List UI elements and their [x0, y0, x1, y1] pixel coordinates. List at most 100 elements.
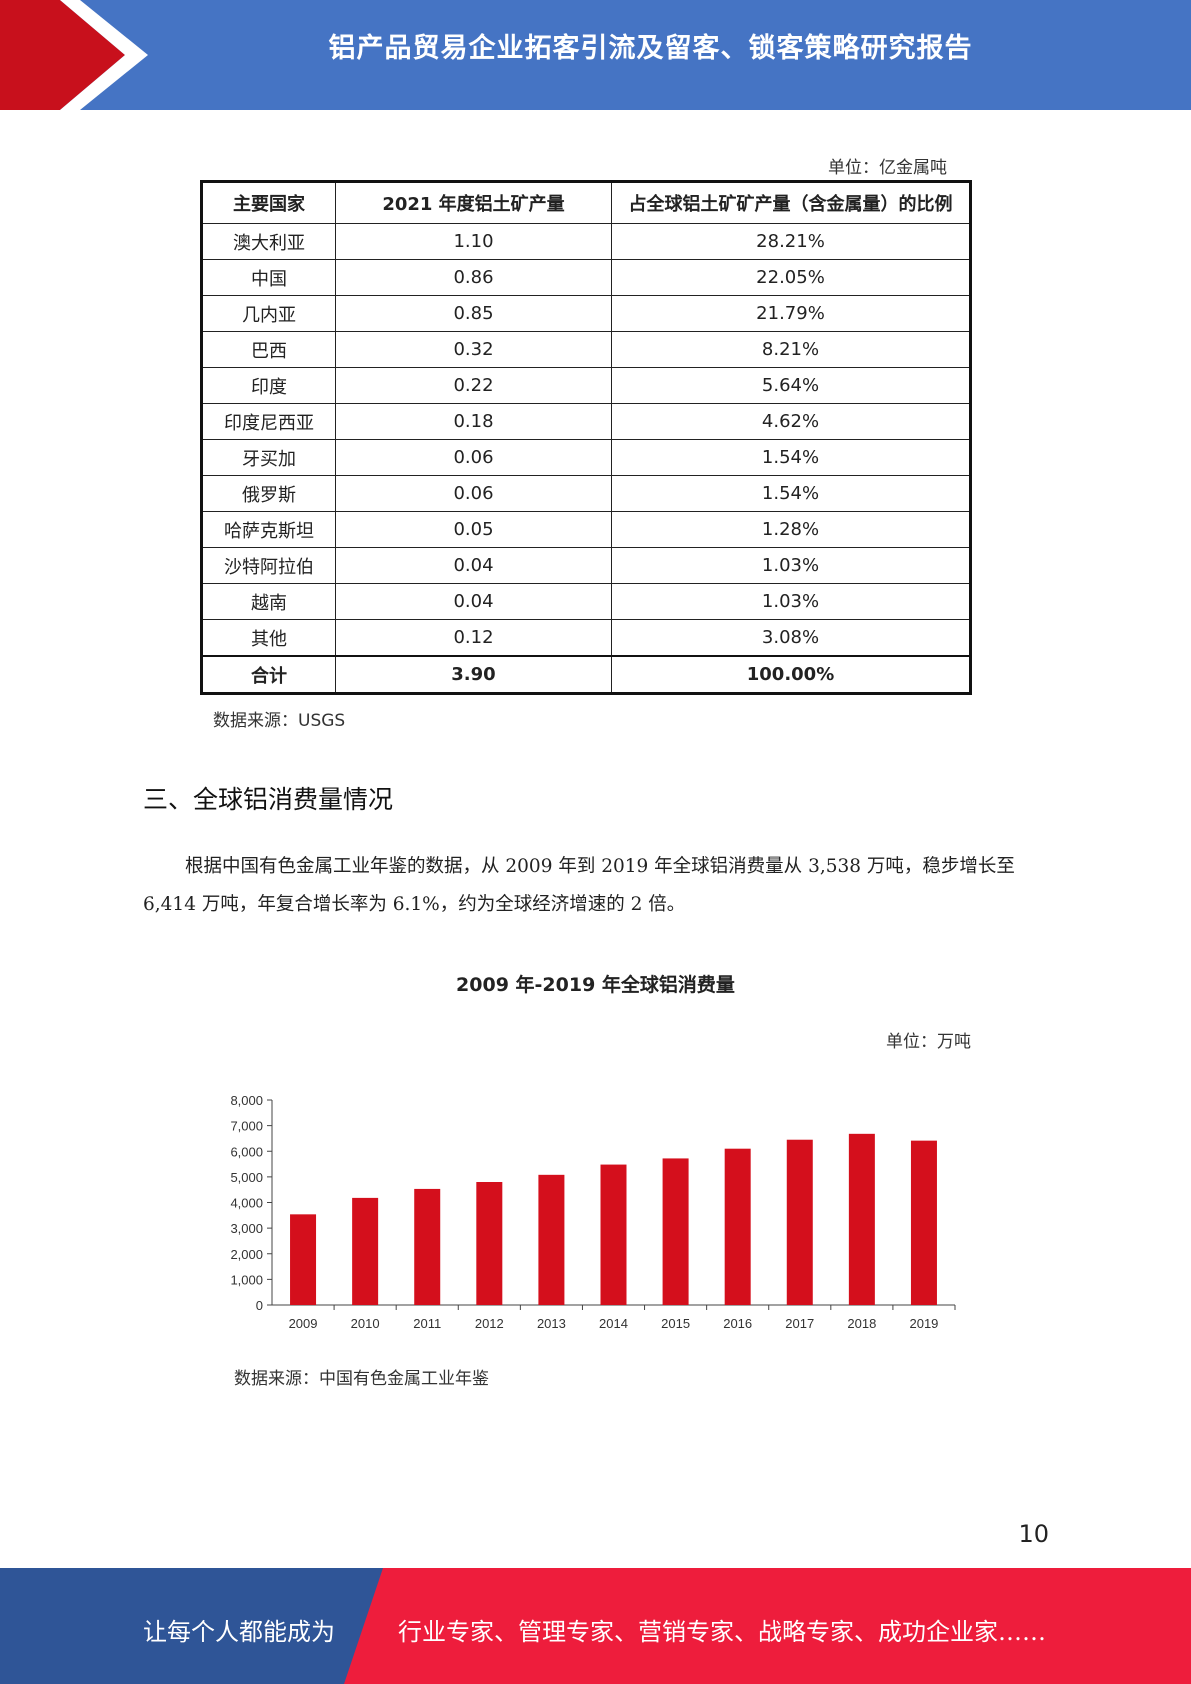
x-tick-label: 2012 — [475, 1316, 504, 1331]
output-cell: 0.06 — [335, 475, 612, 512]
output-cell: 1.10 — [335, 223, 612, 260]
bar — [600, 1164, 627, 1305]
chart-source: 数据来源：中国有色金属工业年鉴 — [234, 1369, 489, 1389]
x-tick-label: 2017 — [785, 1316, 814, 1331]
share-cell: 8.21% — [611, 331, 971, 368]
share-cell: 1.54% — [611, 439, 971, 476]
bar — [352, 1197, 379, 1305]
bar — [848, 1133, 875, 1305]
country-cell: 越南 — [201, 583, 336, 620]
table-total-row: 合计 3.90 100.00% — [201, 655, 971, 694]
table-row: 几内亚 0.85 21.79% — [201, 295, 971, 332]
page-footer: 让每个人都能成为 行业专家、管理专家、营销专家、战略专家、成功企业家…… — [0, 1568, 1191, 1684]
x-tick-label: 2011 — [413, 1316, 441, 1331]
country-cell: 几内亚 — [201, 295, 336, 332]
page-number: 10 — [1018, 1520, 1049, 1548]
table-body: 澳大利亚 1.10 28.21% 中国 0.86 22.05% 几内亚 0.85 21.79% 巴… — [201, 223, 971, 694]
bar — [910, 1140, 937, 1305]
output-cell: 0.18 — [335, 403, 612, 440]
footer-slogan-right: 行业专家、管理专家、营销专家、战略专家、成功企业家…… — [398, 1618, 1046, 1646]
output-cell: 0.32 — [335, 331, 612, 368]
y-tick-label: 8,000 — [230, 1093, 263, 1108]
table-unit: 单位：亿金属吨 — [828, 158, 947, 178]
share-cell: 100.00% — [611, 655, 971, 694]
x-tick-label: 2010 — [351, 1316, 380, 1331]
y-tick-label: 4,000 — [230, 1196, 263, 1211]
country-cell: 沙特阿拉伯 — [201, 547, 336, 584]
share-cell: 1.03% — [611, 547, 971, 584]
y-tick-label: 2,000 — [230, 1247, 263, 1262]
consumption-bar-chart: 0 1,000 2,000 3,000 4,000 5,000 6,000 7,000 8,00… — [230, 1093, 956, 1331]
table-row: 哈萨克斯坦 0.05 1.28% — [201, 511, 971, 548]
table-row: 印度 0.22 5.64% — [201, 367, 971, 404]
table-row: 沙特阿拉伯 0.04 1.03% — [201, 547, 971, 584]
share-cell: 22.05% — [611, 259, 971, 296]
section-title: 三、全球铝消费量情况 — [143, 785, 394, 814]
output-cell: 0.12 — [335, 619, 612, 657]
share-cell: 5.64% — [611, 367, 971, 404]
bar — [414, 1188, 441, 1305]
bar — [290, 1214, 317, 1305]
x-tick-label: 2009 — [289, 1316, 318, 1331]
y-tick-label: 6,000 — [230, 1144, 263, 1159]
column-header-country: 主要国家 — [201, 181, 336, 224]
x-tick-label: 2015 — [661, 1316, 690, 1331]
page-header: 铝产品贸易企业拓客引流及留客、锁客策略研究报告 — [0, 0, 1191, 110]
chart-unit: 单位：万吨 — [886, 1032, 971, 1052]
country-cell: 澳大利亚 — [201, 223, 336, 260]
output-cell: 0.05 — [335, 511, 612, 548]
country-cell: 牙买加 — [201, 439, 336, 476]
table-source: 数据来源：USGS — [213, 711, 346, 731]
table-header-row: 主要国家 2021 年度铝土矿产量 占全球铝土矿矿产量（含金属量）的比例 — [201, 181, 971, 224]
country-cell: 印度尼西亚 — [201, 403, 336, 440]
footer-background — [0, 1568, 1191, 1684]
footer-slogan-left: 让每个人都能成为 — [143, 1618, 335, 1646]
share-cell: 21.79% — [611, 295, 971, 332]
share-cell: 28.21% — [611, 223, 971, 260]
output-cell: 0.22 — [335, 367, 612, 404]
bar — [476, 1182, 503, 1305]
y-tick-label: 5,000 — [230, 1170, 263, 1185]
header-arrow-graphic — [0, 0, 148, 110]
output-cell: 3.90 — [335, 655, 612, 694]
bar — [724, 1148, 751, 1305]
bauxite-table: 主要国家 2021 年度铝土矿产量 占全球铝土矿矿产量（含金属量）的比例 澳大利… — [200, 180, 972, 695]
table-row: 牙买加 0.06 1.54% — [201, 439, 971, 476]
share-cell: 1.54% — [611, 475, 971, 512]
column-header-share: 占全球铝土矿矿产量（含金属量）的比例 — [611, 181, 971, 224]
output-cell: 0.04 — [335, 583, 612, 620]
x-tick-label: 2018 — [847, 1316, 876, 1331]
bar — [538, 1174, 565, 1305]
bar — [786, 1139, 813, 1305]
y-tick-label: 0 — [256, 1298, 263, 1313]
y-tick-label: 3,000 — [230, 1221, 263, 1236]
output-cell: 0.04 — [335, 547, 612, 584]
x-tick-label: 2016 — [723, 1316, 752, 1331]
table-row: 越南 0.04 1.03% — [201, 583, 971, 620]
country-cell: 其他 — [201, 619, 336, 657]
bar — [662, 1158, 689, 1305]
share-cell: 1.28% — [611, 511, 971, 548]
table-row: 中国 0.86 22.05% — [201, 259, 971, 296]
country-cell: 巴西 — [201, 331, 336, 368]
output-cell: 0.86 — [335, 259, 612, 296]
section-paragraph: 根据中国有色金属工业年鉴的数据，从 2009 年到 2019 年全球铝消费量从 … — [143, 856, 1015, 915]
share-cell: 1.03% — [611, 583, 971, 620]
y-tick-label: 1,000 — [230, 1272, 263, 1287]
country-cell: 俄罗斯 — [201, 475, 336, 512]
output-cell: 0.06 — [335, 439, 612, 476]
column-header-output: 2021 年度铝土矿产量 — [335, 181, 612, 224]
country-cell: 哈萨克斯坦 — [201, 511, 336, 548]
country-cell: 中国 — [201, 259, 336, 296]
y-tick-label: 7,000 — [230, 1119, 263, 1134]
table-row: 其他 0.12 3.08% — [201, 619, 971, 657]
share-cell: 4.62% — [611, 403, 971, 440]
country-cell: 合计 — [201, 655, 336, 694]
x-tick-label: 2014 — [599, 1316, 628, 1331]
table-row: 澳大利亚 1.10 28.21% — [201, 223, 971, 260]
table-row: 巴西 0.32 8.21% — [201, 331, 971, 368]
x-tick-label: 2019 — [909, 1316, 938, 1331]
output-cell: 0.85 — [335, 295, 612, 332]
x-tick-label: 2013 — [537, 1316, 566, 1331]
chart-title: 2009 年-2019 年全球铝消费量 — [456, 974, 735, 996]
